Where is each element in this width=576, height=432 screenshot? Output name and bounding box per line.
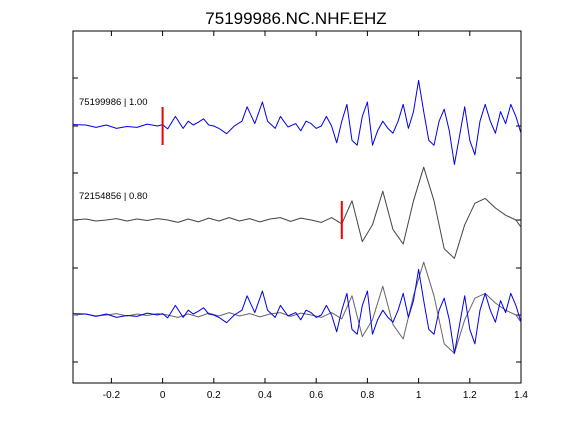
x-tick-label: 0.6: [309, 390, 323, 401]
x-tick-label: 0: [160, 390, 166, 401]
x-tick-label: 1.4: [514, 390, 528, 401]
trace-line-1: [72, 166, 522, 259]
trace-line-2: [72, 268, 522, 354]
y-tick-marks: [73, 77, 521, 363]
trace-group: [72, 79, 522, 354]
x-tick-label: -0.2: [103, 390, 121, 401]
x-tick-label: 0.4: [258, 390, 272, 401]
chart-title: 75199986.NC.NHF.EHZ: [205, 9, 386, 28]
x-tick-label: 0.2: [207, 390, 221, 401]
trace-line-3: [72, 261, 522, 354]
trace-line-0: [72, 79, 522, 165]
x-tick-label: 1.2: [463, 390, 477, 401]
trace-label-1: 72154856 | 0.80: [79, 191, 148, 202]
plot-frame: [72, 30, 522, 384]
pick-markers: [161, 107, 343, 239]
x-tick-label: 0.8: [360, 390, 374, 401]
trace-label-0: 75199986 | 1.00: [79, 97, 148, 108]
x-tick-label: 1: [416, 390, 422, 401]
trace-labels: 75199986 | 1.00 72154856 | 0.80: [79, 97, 148, 202]
x-axis: -0.2 0 0.2 0.4 0.6 0.8 1 1.2 1.4: [103, 31, 528, 401]
